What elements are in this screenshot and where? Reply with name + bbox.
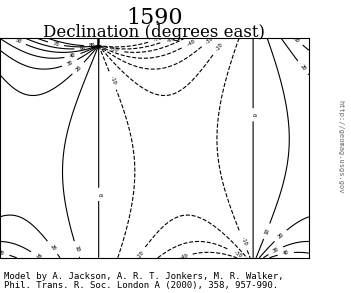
Text: 30: 30 — [34, 253, 42, 260]
Text: 20: 20 — [276, 232, 285, 240]
Text: 10: 10 — [73, 245, 80, 253]
Text: 0: 0 — [251, 113, 256, 116]
Text: -40: -40 — [185, 38, 196, 48]
Text: -60: -60 — [164, 35, 175, 43]
Text: 30: 30 — [66, 59, 74, 67]
Text: 80: 80 — [89, 43, 95, 48]
Text: -40: -40 — [178, 253, 189, 261]
Text: -20: -20 — [214, 42, 224, 52]
Text: Phil. Trans. R. Soc. London A (2000), 358, 957-990.: Phil. Trans. R. Soc. London A (2000), 35… — [4, 281, 278, 290]
Text: 40: 40 — [0, 250, 5, 256]
Text: http://geomag.usgs.gov: http://geomag.usgs.gov — [337, 100, 344, 193]
Text: 10: 10 — [263, 227, 270, 235]
Text: 20: 20 — [48, 243, 57, 252]
Text: -30: -30 — [231, 249, 242, 258]
Text: Declination (degrees east): Declination (degrees east) — [44, 24, 265, 41]
Text: -20: -20 — [134, 250, 144, 260]
Text: -10: -10 — [239, 236, 247, 247]
Text: 60: 60 — [79, 45, 86, 51]
Text: 70: 70 — [52, 41, 60, 47]
Text: 20: 20 — [74, 64, 82, 72]
Text: 40: 40 — [69, 52, 76, 59]
Text: Model by A. Jackson, A. R. T. Jonkers, M. R. Walker,: Model by A. Jackson, A. R. T. Jonkers, M… — [4, 272, 283, 282]
Text: 40: 40 — [282, 251, 290, 256]
Text: -30: -30 — [204, 35, 214, 45]
Text: -70: -70 — [152, 35, 163, 43]
Text: 30: 30 — [272, 247, 280, 254]
Text: 0: 0 — [96, 193, 101, 196]
Text: 30: 30 — [292, 35, 300, 44]
Text: 50: 50 — [14, 38, 22, 45]
Text: 1590: 1590 — [126, 7, 183, 29]
Text: -10: -10 — [108, 75, 117, 86]
Text: 20: 20 — [299, 63, 307, 71]
Text: -50: -50 — [108, 46, 119, 53]
